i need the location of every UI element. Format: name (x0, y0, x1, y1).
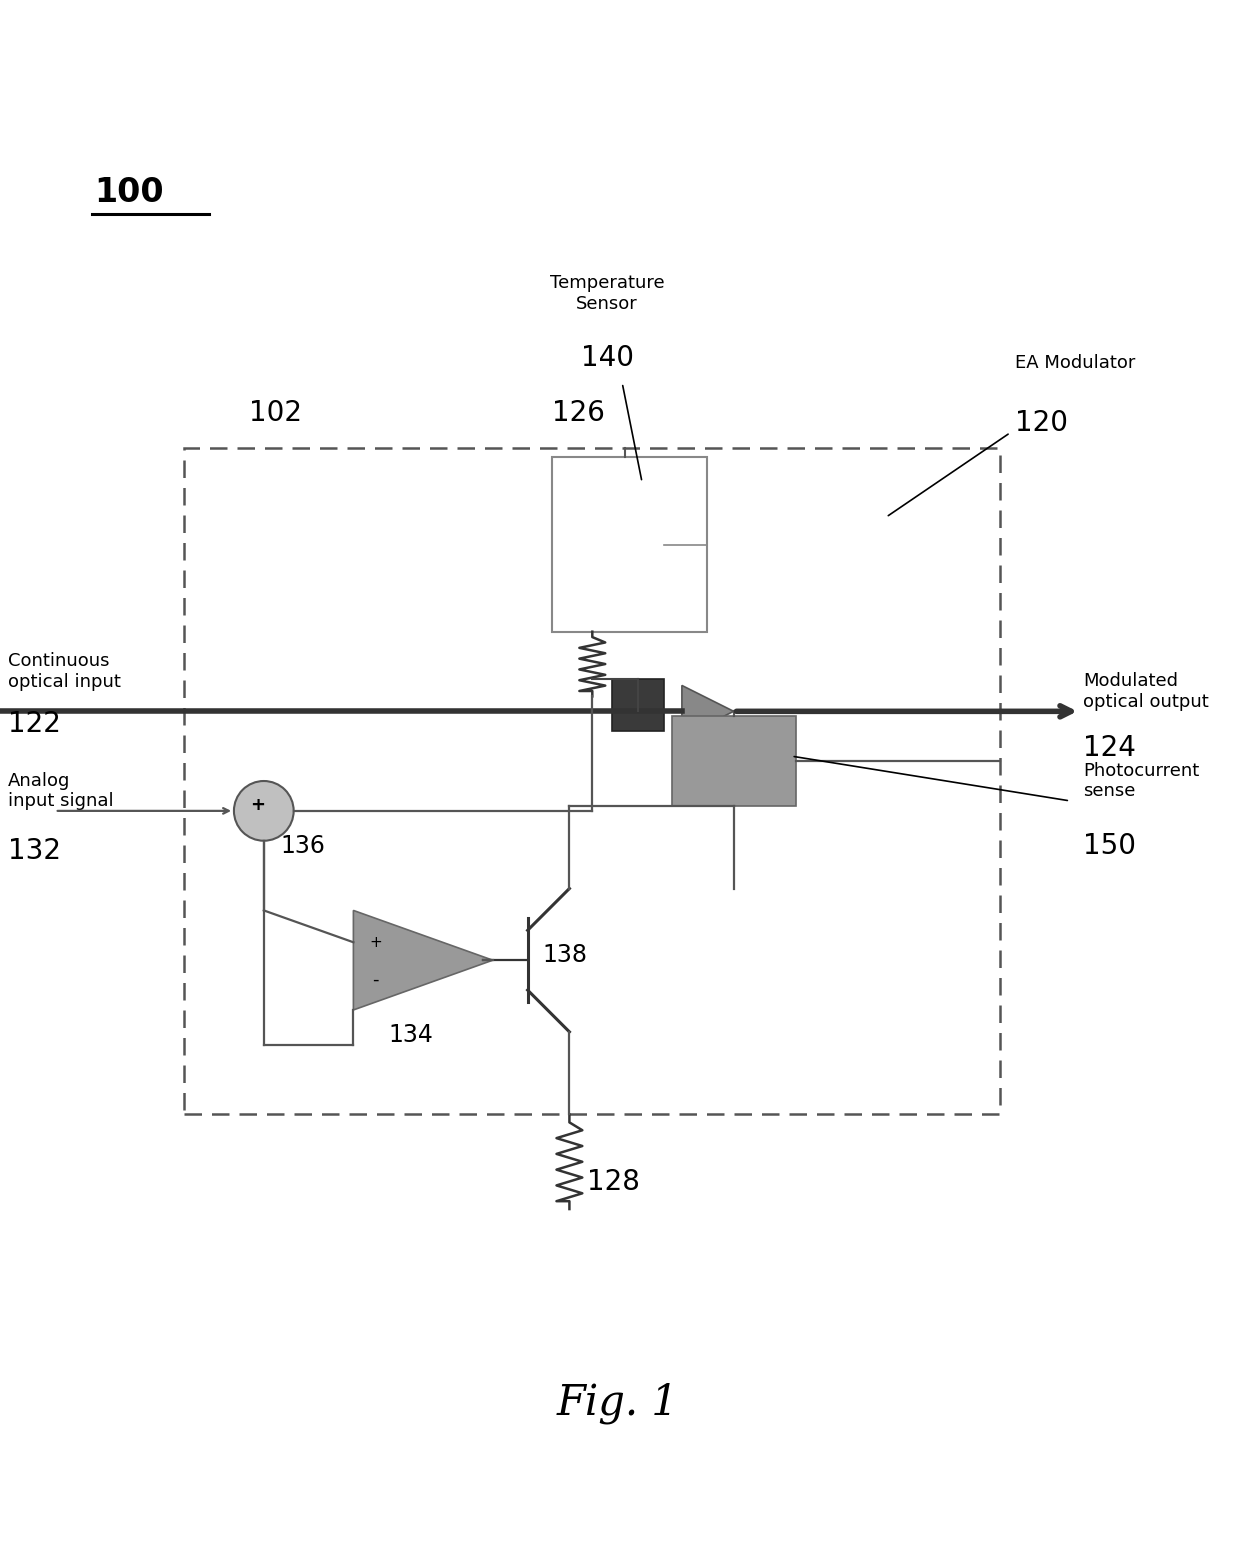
Text: 136: 136 (280, 833, 326, 858)
Text: +: + (370, 935, 382, 949)
Text: 138: 138 (543, 943, 588, 968)
Text: Temperature
Sensor: Temperature Sensor (549, 274, 665, 313)
Text: Analog
input signal: Analog input signal (7, 772, 114, 810)
Text: 134: 134 (388, 1023, 433, 1046)
Text: 140: 140 (580, 345, 634, 373)
Text: Fig. 1: Fig. 1 (557, 1383, 678, 1423)
Text: 150: 150 (1083, 832, 1136, 860)
Polygon shape (682, 686, 734, 738)
Text: 128: 128 (588, 1168, 640, 1196)
Bar (613, 680, 663, 731)
Text: Continuous
optical input: Continuous optical input (7, 651, 120, 691)
Text: 124: 124 (1083, 734, 1136, 763)
Circle shape (234, 781, 294, 841)
Text: 126: 126 (553, 399, 605, 426)
Text: +: + (250, 796, 265, 814)
Text: 100: 100 (94, 175, 164, 208)
Text: 102: 102 (249, 399, 301, 426)
Text: 132: 132 (7, 836, 61, 864)
Text: 120: 120 (1016, 409, 1069, 437)
Bar (672, 716, 796, 806)
Text: -: - (372, 971, 378, 990)
Text: EA Modulator: EA Modulator (1016, 354, 1136, 371)
Text: Modulated
optical output: Modulated optical output (1083, 672, 1209, 711)
Text: Photocurrent
sense: Photocurrent sense (1083, 761, 1199, 800)
Text: 122: 122 (7, 711, 61, 738)
Polygon shape (353, 910, 492, 1010)
